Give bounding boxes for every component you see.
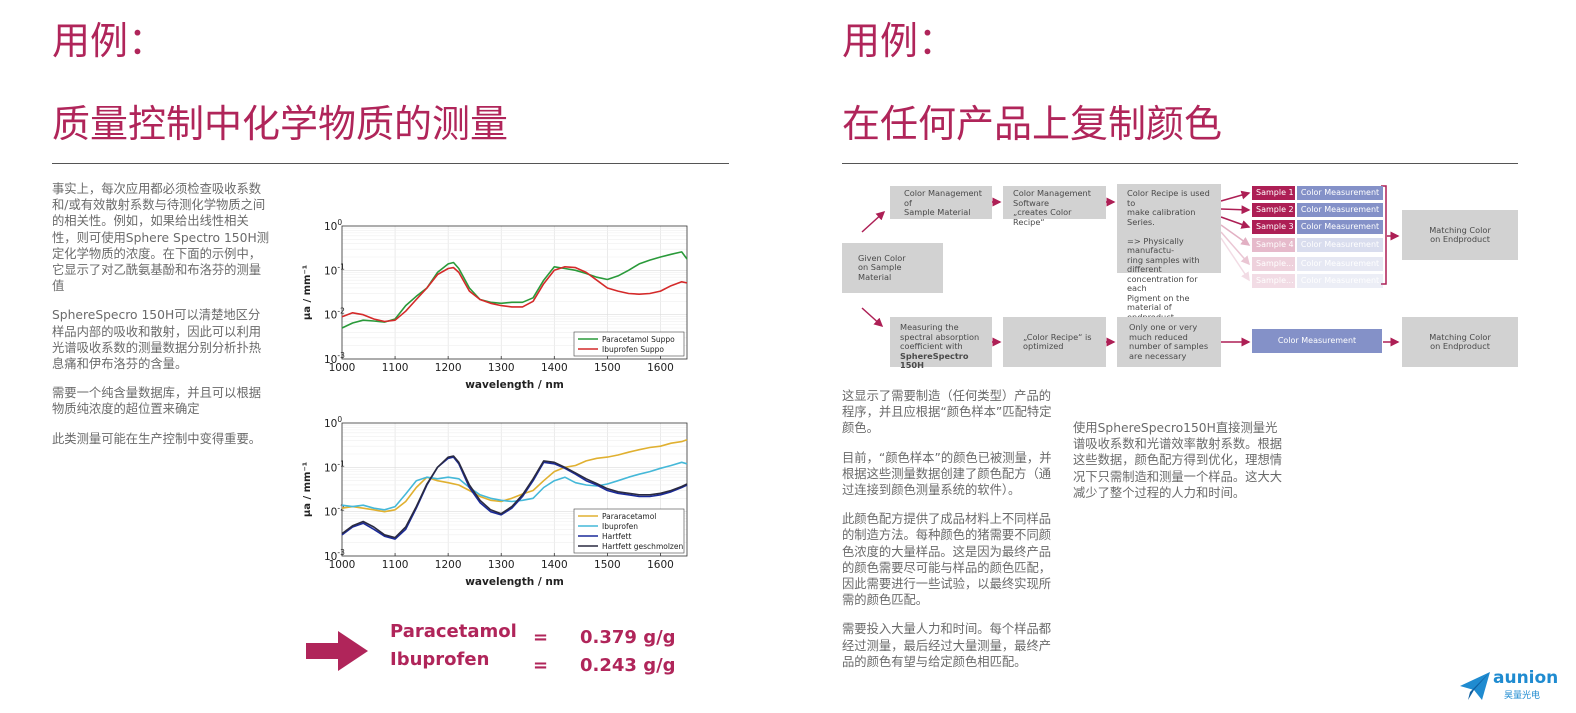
left-paragraph-4: 此类测量可能在生产控制中变得重要。 (52, 431, 262, 446)
flow-connectors (861, 185, 1400, 347)
left-page-title: 质量控制中化学物质的测量 (52, 102, 509, 146)
left-paragraph-2: SphereSpecro 150H可以清楚地区分样品内部的吸收和散射，因此可以利… (52, 308, 262, 372)
chart-1-ytick-label--3: 10-3 (324, 351, 345, 366)
chart-2-series-3 (341, 455, 688, 539)
sample-3-label: Sample 3 (1252, 220, 1295, 234)
sample-6-label: Sample... (1252, 274, 1295, 288)
chart-2-legend-label-3: Hartfett geschmolzen (602, 542, 683, 551)
sample-3-measurement: Color Measurement (1297, 220, 1383, 234)
chart-2-xlabel: wavelength / nm (465, 576, 564, 588)
sample-1-measurement: Color Measurement (1297, 186, 1383, 200)
chart-1-ytick-label--1: 10-1 (324, 262, 345, 277)
chart-1-xtick-label-1300: 1300 (488, 362, 515, 374)
sample-5-label: Sample... (1252, 257, 1295, 271)
aunion-logo: aunion 昊量光电 (1460, 668, 1572, 708)
left-paragraph-1: 事实上，每次应用都必须检查吸收系数和/或有效散射系数与待测化学物质之间的相关性。… (52, 182, 270, 294)
left-paragraph-3: 需要一个纯含量数据库，并且可以根据物质纯浓度的超位置来确定 (52, 386, 262, 417)
right-paragraph-2: 目前，“颜色样本”的颜色已被测量，并根据这些测量数据创建了颜色配方（通过连接到颜… (842, 450, 1052, 498)
flow-matching-color-bottom: Matching Color on Endproduct (1402, 317, 1518, 367)
chart-2-ytick-label-0: 100 (324, 415, 342, 430)
chart-1-xlabel: wavelength / nm (465, 379, 564, 391)
flow-recipe-optimized: „Color Recipe“ is optimized (1003, 317, 1106, 367)
result-eq-paracetamol: = (533, 627, 549, 648)
chart-2-ylabel: μa / mm⁻¹ (302, 462, 313, 517)
left-heading-small: 用例： (52, 19, 167, 63)
chart-1-series-0 (341, 251, 688, 329)
right-paragraph-1: 这显示了需要制造（任何类型）产品的程序，并且应根据“颜色样本”匹配特定颜色。 (842, 389, 1052, 436)
spectrum-chart-top: 1000 1100 1200 1300 1400 1500 1600 10-3 10-2 10-1… (302, 218, 688, 391)
right-divider (842, 163, 1518, 164)
sample-6-measurement: Color Measurement (1297, 274, 1383, 288)
chart-1-series-1 (341, 266, 688, 323)
chart-2-xtick-label-1000: 1000 (329, 559, 356, 571)
flow-given-color: Given Color on Sample Material (842, 243, 943, 293)
chart-2-ytick-label--3: 10-3 (324, 548, 345, 563)
right-paragraph-4: 需要投入大量人力和时间。每个样品都经过测量，最后经过大量测量，最终产品的颜色有望… (842, 622, 1052, 669)
chart-2-series-2 (341, 456, 688, 540)
logo-text: aunion (1493, 668, 1559, 688)
chart-1-legend-label-0: Paracetamol Suppo (602, 335, 675, 344)
sample-2-label: Sample 2 (1252, 203, 1295, 217)
result-name-ibuprofen: Ibuprofen (390, 649, 490, 670)
flow-color-recipe-calibration: Color Recipe is used to make calibration… (1117, 184, 1221, 321)
right-paragraph-5: 使用SphereSpecro150H直接测量光谱吸收系数和光谱效率散射系数。根据… (1073, 421, 1283, 500)
right-heading-small: 用例： (842, 19, 957, 63)
left-divider (52, 163, 729, 164)
chart-1-xtick-label-1400: 1400 (541, 362, 568, 374)
result-arrow-icon (306, 631, 368, 671)
chart-1-xtick-label-1100: 1100 (382, 362, 409, 374)
right-page-title: 在任何产品上复制颜色 (842, 102, 1223, 146)
chart-1-xtick-label-1200: 1200 (435, 362, 462, 374)
logo-subtext: 昊量光电 (1504, 691, 1541, 701)
chart-2-ytick-label--1: 10-1 (324, 459, 345, 474)
result-value-paracetamol: 0.379 g/g (580, 627, 676, 648)
chart-2-series-0 (341, 438, 688, 513)
chart-1-xtick-label-1000: 1000 (329, 362, 356, 374)
chart-2-xtick-label-1300: 1300 (488, 559, 515, 571)
flow-measuring-text: Measuring the spectral absorption coeffi… (900, 322, 980, 351)
chart-1-ylabel: μa / mm⁻¹ (302, 265, 313, 320)
flow-reduced-samples: Only one or very much reduced number of … (1117, 317, 1221, 367)
spectrum-chart-bottom: 1000 1100 1200 1300 1400 1500 1600 10-3 10-2 10-1… (302, 415, 688, 588)
chart-2-legend-label-1: Ibuprofen (602, 522, 638, 531)
flow-color-management-software: Color Management Software „creates Color… (1003, 186, 1106, 226)
paper-plane-icon (1460, 672, 1490, 700)
result-name-paracetamol: Paracetamol (390, 621, 517, 642)
flow-single-measurement: Color Measurement (1252, 329, 1382, 353)
flow-matching-color-top: Matching Color on Endproduct (1402, 210, 1518, 260)
result-value-ibuprofen: 0.243 g/g (580, 655, 676, 676)
left-body-text: 事实上，每次应用都必须检查吸收系数和/或有效散射系数与待测化学物质之间的相关性。… (52, 181, 270, 460)
sample-4-label: Sample 4 (1252, 238, 1295, 252)
chart-1-legend-label-1: Ibuprofen Suppo (602, 345, 664, 354)
chart-2-xtick-label-1400: 1400 (541, 559, 568, 571)
right-paragraph-3: 此颜色配方提供了成品材料上不同样品的制造方法。每种颜色的猪需要不同颜色浓度的大量… (842, 512, 1052, 608)
result-eq-ibuprofen: = (533, 655, 549, 676)
chart-1-legend (573, 331, 685, 357)
flow-measuring-device: SphereSpectro 150H (900, 350, 969, 370)
chart-2-xtick-label-1200: 1200 (435, 559, 462, 571)
chart-2-ytick-label--2: 10-2 (324, 504, 345, 519)
sample-1-label: Sample 1 (1252, 186, 1295, 200)
sample-4-measurement: Color Measurement (1297, 238, 1383, 252)
sample-5-measurement: Color Measurement (1297, 257, 1383, 271)
chart-1-ytick-label--2: 10-2 (324, 307, 345, 322)
chart-2-frame (341, 422, 688, 557)
chart-1-xtick-label-1500: 1500 (594, 362, 621, 374)
chart-1-xtick-label-1600: 1600 (647, 362, 674, 374)
chart-1-grid (341, 226, 687, 360)
chart-2-xtick-label-1100: 1100 (382, 559, 409, 571)
chart-2-xtick-label-1500: 1500 (594, 559, 621, 571)
chart-1-ytick-label-0: 100 (324, 218, 342, 233)
flow-measuring-absorption: Measuring the spectral absorption coeffi… (890, 317, 992, 370)
chart-2-xtick-label-1600: 1600 (647, 559, 674, 571)
chart-1-frame (341, 225, 688, 360)
right-body-col1: 这显示了需要制造（任何类型）产品的程序，并且应根据“颜色样本”匹配特定颜色。 目… (842, 388, 1056, 683)
sample-2-measurement: Color Measurement (1297, 203, 1383, 217)
right-body-col2: 使用SphereSpecro150H直接测量光谱吸收系数和光谱效率散射系数。根据… (1073, 420, 1287, 514)
chart-2-legend-label-2: Hartfett (602, 532, 631, 541)
color-recipe-flow: Given Color on Sample Material Color Man… (840, 180, 1530, 375)
chart-2-legend-label-0: Pararacetamol (602, 512, 656, 521)
flow-color-management-sample: Color Management of Sample Material (890, 186, 992, 219)
